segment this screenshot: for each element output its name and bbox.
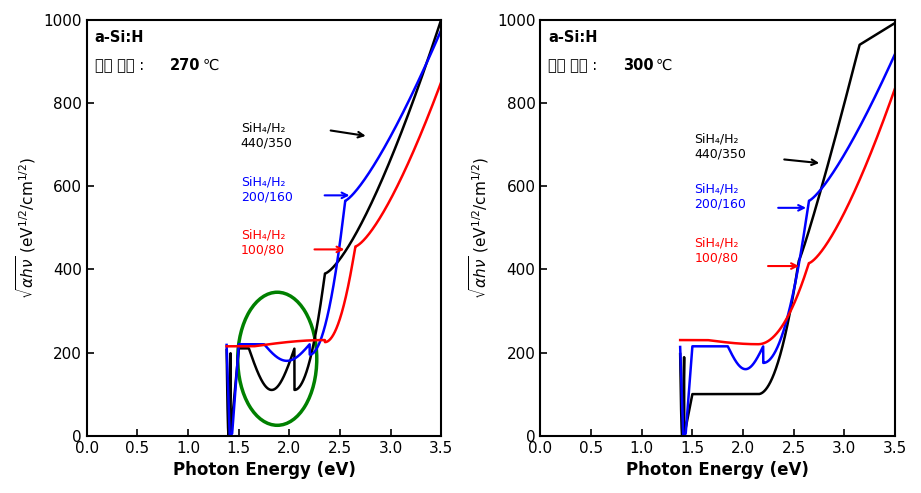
Text: 증착 온도 :: 증착 온도 : [548, 58, 602, 73]
Text: 270: 270 [169, 58, 201, 73]
Text: ℃: ℃ [656, 58, 672, 73]
Text: SiH₄/H₂
100/80: SiH₄/H₂ 100/80 [240, 229, 286, 257]
Text: ℃: ℃ [203, 58, 218, 73]
Text: SiH₄/H₂
440/350: SiH₄/H₂ 440/350 [694, 132, 746, 160]
X-axis label: Photon Energy (eV): Photon Energy (eV) [626, 461, 809, 479]
Text: SiH₄/H₂
440/350: SiH₄/H₂ 440/350 [240, 122, 293, 150]
Text: 증착 온도 :: 증착 온도 : [95, 58, 148, 73]
Text: a-Si:H: a-Si:H [548, 30, 598, 45]
Y-axis label: $\sqrt{\alpha h\nu}\ \mathrm{(eV^{1/2}/cm^{1/2})}$: $\sqrt{\alpha h\nu}\ \mathrm{(eV^{1/2}/c… [468, 157, 492, 299]
Y-axis label: $\sqrt{\alpha h\nu}\ \mathrm{(eV^{1/2}/cm^{1/2})}$: $\sqrt{\alpha h\nu}\ \mathrm{(eV^{1/2}/c… [14, 157, 38, 299]
Text: a-Si:H: a-Si:H [95, 30, 145, 45]
Text: SiH₄/H₂
100/80: SiH₄/H₂ 100/80 [694, 236, 739, 264]
Text: SiH₄/H₂
200/160: SiH₄/H₂ 200/160 [694, 182, 746, 210]
X-axis label: Photon Energy (eV): Photon Energy (eV) [172, 461, 356, 479]
Text: 300: 300 [624, 58, 654, 73]
Text: SiH₄/H₂
200/160: SiH₄/H₂ 200/160 [240, 176, 293, 204]
